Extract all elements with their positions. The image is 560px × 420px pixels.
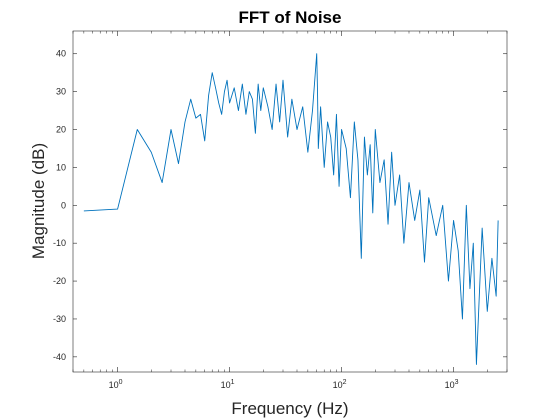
x-tick-label: 103 [445, 379, 459, 390]
y-tick-label: -40 [53, 352, 66, 362]
x-axis-label: Frequency (Hz) [231, 399, 348, 418]
chart-title: FFT of Noise [239, 8, 342, 27]
plot-area [72, 30, 508, 373]
y-tick-label: 40 [56, 49, 66, 59]
y-tick-label: -30 [53, 314, 66, 324]
y-tick-label: 0 [61, 200, 66, 210]
x-tick-labels: 100 101 102 103 [109, 379, 459, 390]
y-tick-label: -10 [53, 238, 66, 248]
y-axis-label: Magnitude (dB) [29, 143, 48, 259]
y-tick-labels: -40 -30 -20 -10 0 10 20 30 40 [53, 49, 66, 362]
x-tick-label: 102 [333, 379, 347, 390]
axis-ticks [72, 31, 508, 372]
series-layer [83, 53, 499, 365]
x-tick-label: 101 [221, 379, 235, 390]
y-tick-label: 30 [56, 87, 66, 97]
y-tick-label: -20 [53, 276, 66, 286]
series-line [83, 53, 499, 365]
y-tick-label: 10 [56, 162, 66, 172]
y-tick-label: 20 [56, 125, 66, 135]
x-tick-label: 100 [109, 379, 123, 390]
